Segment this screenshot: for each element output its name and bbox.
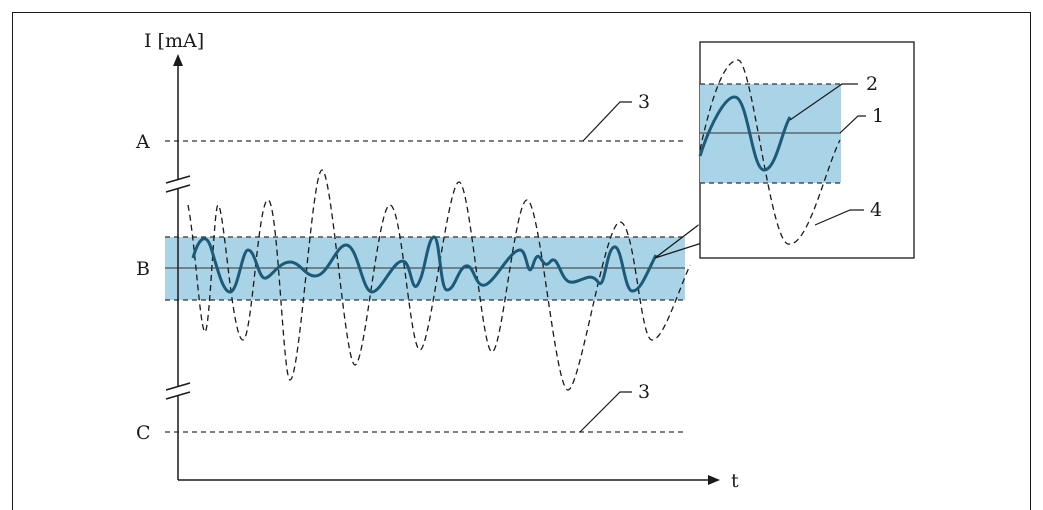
y-axis-break-upper xyxy=(165,175,191,193)
level-c-label: C xyxy=(136,422,151,444)
callout-leader-1 xyxy=(839,115,866,134)
callout-leader-3-top xyxy=(582,101,632,142)
level-b-label: B xyxy=(136,258,150,280)
level-a-label: A xyxy=(135,131,150,153)
callout-1: 1 xyxy=(872,105,884,127)
inset-filtered-signal xyxy=(698,95,792,172)
filtered-signal-curve xyxy=(191,235,658,294)
x-axis-label: t xyxy=(731,470,739,492)
raw-signal-curve xyxy=(187,169,691,391)
callout-4: 4 xyxy=(870,199,882,221)
callout-leader-3-bottom xyxy=(579,391,632,433)
callout-3-upper: 3 xyxy=(638,91,650,113)
inset-pointer xyxy=(654,219,706,259)
callout-3-lower: 3 xyxy=(638,381,650,403)
callout-2: 2 xyxy=(866,73,878,95)
inset-raw-signal xyxy=(699,59,841,245)
callout-leader-4 xyxy=(814,209,864,226)
y-axis-label: I [mA] xyxy=(144,30,204,52)
y-axis-break-lower xyxy=(165,382,191,400)
callout-leader-2 xyxy=(789,83,858,121)
diagram-frame xyxy=(12,12,1031,510)
